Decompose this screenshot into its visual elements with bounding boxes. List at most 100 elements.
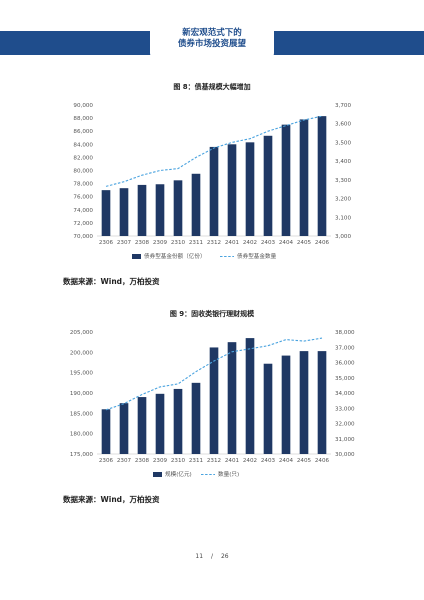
report-title-line2: 债券市场投资展望 xyxy=(177,39,246,49)
bar xyxy=(227,144,237,236)
y2-tick-label: 30,000 xyxy=(335,452,355,458)
y-tick-label: 90,000 xyxy=(73,103,93,109)
bar xyxy=(155,393,165,454)
y2-tick-label: 34,000 xyxy=(335,391,355,397)
bar xyxy=(191,173,201,236)
y-tick-label: 82,000 xyxy=(73,155,93,161)
legend-bar-swatch xyxy=(132,254,141,259)
x-tick-label: 2401 xyxy=(225,240,240,246)
bar xyxy=(173,180,183,236)
bar xyxy=(101,190,111,236)
bar xyxy=(227,342,237,454)
x-tick-label: 2307 xyxy=(117,240,132,246)
x-tick-label: 2310 xyxy=(171,458,186,464)
y-tick-label: 195,000 xyxy=(70,371,94,377)
figure-8-source: 数据来源：Wind，万柏投资 xyxy=(63,277,160,286)
bar xyxy=(173,388,183,454)
x-tick-label: 2405 xyxy=(297,240,312,246)
bar xyxy=(245,142,255,236)
x-tick-label: 2404 xyxy=(279,240,294,246)
y-tick-label: 185,000 xyxy=(70,411,94,417)
legend-bar-label: 债券型基金份额（亿份） xyxy=(144,252,206,260)
y-tick-label: 76,000 xyxy=(73,195,93,201)
bar xyxy=(119,403,129,454)
x-tick-label: 2309 xyxy=(153,240,168,246)
x-tick-label: 2401 xyxy=(225,458,240,464)
report-title-line1: 新宏观范式下的 xyxy=(182,28,242,38)
x-tick-label: 2311 xyxy=(189,458,204,464)
figure-8-chart: 70,000 72,000 74,000 76,000 78,000 80,000 82,0… xyxy=(73,103,351,260)
y2-tick-label: 3,700 xyxy=(335,103,351,109)
figure-8-title: 图 8：债基规模大幅增加 xyxy=(173,83,251,91)
x-tick-label: 2308 xyxy=(135,458,150,464)
y2-tick-label: 36,000 xyxy=(335,361,355,367)
page-current: 11 xyxy=(195,553,204,560)
y2-tick-label: 35,000 xyxy=(335,376,355,382)
y-tick-label: 74,000 xyxy=(73,208,93,214)
x-tick-label: 2306 xyxy=(99,458,114,464)
x-tick-label: 2308 xyxy=(135,240,150,246)
y-tick-label: 175,000 xyxy=(70,452,94,458)
x-tick-label: 2306 xyxy=(99,240,114,246)
legend-line-label: 债券型基金数量 xyxy=(237,252,277,260)
bar xyxy=(299,351,309,454)
y2-tick-label: 31,000 xyxy=(335,437,355,443)
y-tick-label: 72,000 xyxy=(73,221,93,227)
x-tick-label: 2404 xyxy=(279,458,294,464)
y-tick-label: 200,000 xyxy=(70,350,94,356)
bar xyxy=(209,347,219,454)
bar xyxy=(101,409,111,454)
figure-9-source: 数据来源：Wind，万柏投资 xyxy=(63,495,160,504)
y2-tick-label: 33,000 xyxy=(335,406,355,412)
y-tick-label: 88,000 xyxy=(73,116,93,122)
x-tick-label: 2402 xyxy=(243,240,257,246)
y2-tick-label: 3,500 xyxy=(335,140,351,146)
bar xyxy=(317,116,327,236)
y2-tick-label: 32,000 xyxy=(335,422,355,428)
report-title-box: 新宏观范式下的 债券市场投资展望 xyxy=(150,19,274,59)
x-tick-label: 2402 xyxy=(243,458,257,464)
bar xyxy=(137,184,147,236)
x-tick-label: 2307 xyxy=(117,458,132,464)
y-tick-label: 70,000 xyxy=(73,234,93,240)
bar xyxy=(209,146,219,236)
x-tick-label: 2405 xyxy=(297,458,312,464)
y2-tick-label: 3,400 xyxy=(335,159,351,165)
bar xyxy=(281,355,291,454)
y2-tick-label: 38,000 xyxy=(335,330,355,336)
y-tick-label: 86,000 xyxy=(73,129,93,135)
y2-tick-label: 3,300 xyxy=(335,178,351,184)
y2-tick-label: 37,000 xyxy=(335,345,355,351)
y2-tick-label: 3,100 xyxy=(335,215,351,221)
figure-9-title: 图 9：固收类银行理财规模 xyxy=(169,310,255,318)
x-tick-label: 2310 xyxy=(171,240,186,246)
x-tick-label: 2312 xyxy=(207,458,221,464)
series-line xyxy=(105,337,323,411)
legend-line-label: 数量(只) xyxy=(218,470,239,478)
figure-9-chart: 175,000 180,000 185,000 190,000 195,000 200,0… xyxy=(70,330,355,478)
y2-tick-label: 3,600 xyxy=(335,122,351,128)
y-tick-label: 190,000 xyxy=(70,391,94,397)
legend-bar-swatch xyxy=(153,472,162,477)
bar xyxy=(281,124,291,236)
x-tick-label: 2312 xyxy=(207,240,221,246)
bar xyxy=(245,338,255,454)
page-total: 26 xyxy=(220,553,229,560)
x-tick-label: 2406 xyxy=(315,458,330,464)
page-separator: / xyxy=(210,553,214,560)
legend-bar-label: 规模(亿元) xyxy=(165,470,192,478)
y-tick-label: 180,000 xyxy=(70,432,94,438)
page-number: 11 / 26 xyxy=(0,553,424,560)
y-tick-label: 205,000 xyxy=(70,330,94,336)
x-tick-label: 2403 xyxy=(261,458,276,464)
bar xyxy=(299,119,309,236)
y-tick-label: 78,000 xyxy=(73,182,93,188)
bar xyxy=(155,184,165,236)
x-tick-label: 2406 xyxy=(315,240,330,246)
x-tick-label: 2309 xyxy=(153,458,168,464)
bar xyxy=(263,135,273,236)
y2-tick-label: 3,200 xyxy=(335,197,351,203)
bar xyxy=(191,382,201,454)
y2-tick-label: 3,000 xyxy=(335,234,351,240)
